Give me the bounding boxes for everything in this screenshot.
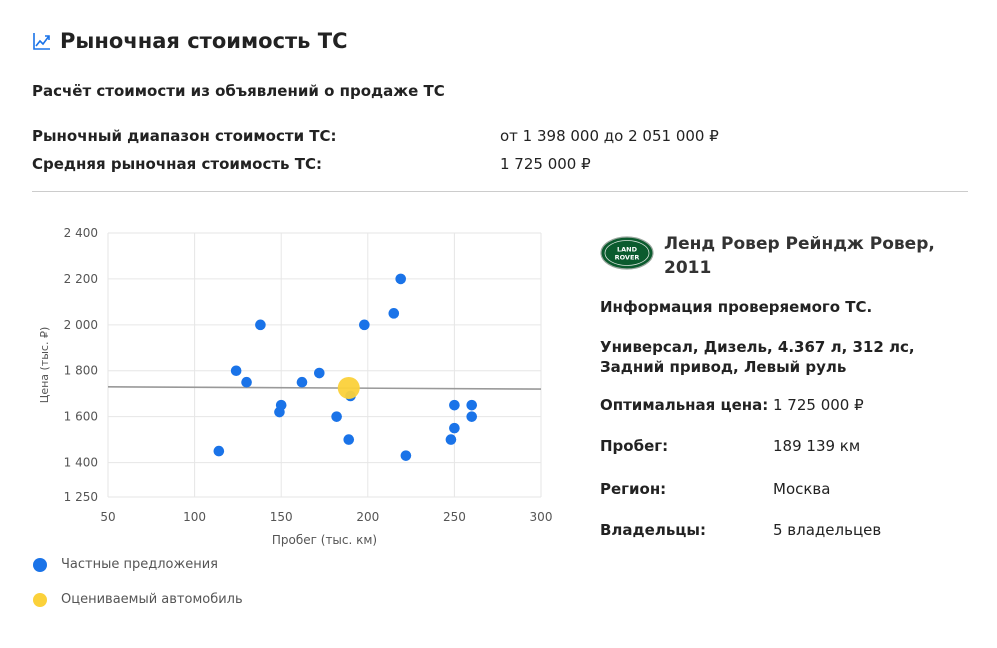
legend-dot-estimated [33,592,47,607]
data-point-private [466,399,478,411]
market-range-label: Рыночный диапазон стоимости ТС: [32,127,337,145]
region-label: Регион: [600,480,667,498]
y-tick-label: 1 800 [64,364,98,378]
land-rover-logo: LAND ROVER [600,236,654,270]
data-point-private [314,367,325,379]
y-tick-label: 1 250 [64,490,98,504]
x-tick-label: 250 [443,510,466,524]
data-point-private [388,308,400,319]
logo-text-bottom: ROVER [615,254,640,262]
market-range-value: от 1 398 000 до 2 051 000 ₽ [500,127,719,145]
trend-line [107,386,542,390]
data-point-private [400,450,412,461]
y-tick-label: 2 400 [64,226,98,240]
data-point-private [296,376,308,388]
optimal-price-label: Оптимальная цена: [600,396,769,414]
data-point-private [255,319,266,331]
data-point-private [449,399,460,411]
optimal-price-value: 1 725 000 ₽ [773,396,864,414]
data-point-private [445,434,457,445]
legend-item-private: Частные предложения [33,557,218,572]
mileage-value: 189 139 км [773,437,861,455]
page-subtitle: Расчёт стоимости из объявлений о продаже… [32,82,445,100]
x-tick-label: 50 [100,510,115,524]
owners-value: 5 владельцев [773,521,882,539]
data-point-private [230,365,242,377]
scatter-chart: 50 100 150 200 250 300 1 250 1 400 1 600 1 800 2 0… [38,226,553,547]
legend-label-estimated: Оцениваемый автомобиль [61,592,243,607]
car-title: Ленд Ровер Рейндж Ровер, 2011 [664,234,935,278]
y-tick-label: 2 200 [64,272,98,286]
x-tick-label: 150 [270,510,293,524]
section-divider [32,191,968,192]
data-point-private [213,445,225,457]
data-point-private [395,273,407,285]
y-tick-label: 1 400 [64,456,98,470]
mileage-label: Пробег: [600,437,669,455]
y-axis-label: Цена (тыс. ₽) [38,327,51,403]
logo-text-top: LAND [617,246,638,254]
x-tick-label: 300 [530,510,553,524]
legend-dot-private [33,557,47,572]
data-point-private [331,411,342,422]
data-point-private [343,434,355,445]
y-tick-label: 2 000 [64,318,98,332]
x-tick-label: 100 [183,510,206,524]
data-point-private [275,399,287,411]
x-tick-label: 200 [356,510,379,524]
car-description: Универсал, Дизель, 4.367 л, 312 лс, Задн… [600,338,915,376]
data-point-private [241,376,252,388]
data-point-private [466,411,478,422]
trending-up-icon [32,31,52,51]
owners-label: Владельцы: [600,521,706,539]
legend-label-private: Частные предложения [61,557,218,572]
page-title: Рыночная стоимость ТС [60,29,348,53]
info-heading: Информация проверяемого ТС. [600,298,873,316]
data-point-estimated [337,376,360,399]
x-axis-label: Пробег (тыс. км) [272,533,377,547]
region-value: Москва [773,480,831,498]
data-point-private [359,319,370,331]
data-point-private [449,422,460,434]
y-tick-label: 1 600 [64,410,98,424]
average-price-value: 1 725 000 ₽ [500,155,591,173]
legend-item-estimated: Оцениваемый автомобиль [33,592,243,607]
average-price-label: Средняя рыночная стоимость ТС: [32,155,322,173]
